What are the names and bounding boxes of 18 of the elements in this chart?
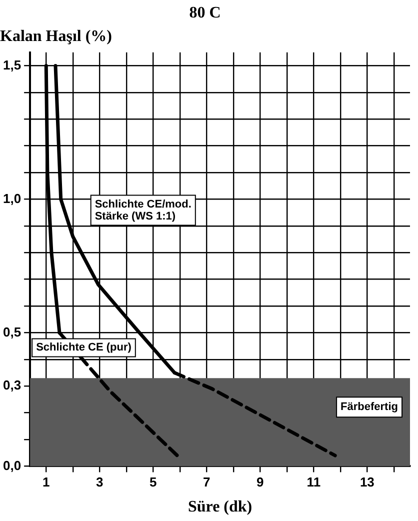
chart-title: 80 C [189, 4, 221, 22]
x-tick-label: 3 [96, 474, 104, 490]
x-tick-label: 11 [306, 474, 321, 490]
x-tick-label: 5 [150, 474, 157, 490]
text: Schlichte CE/mod. Stärke (WS 1:1) [94, 198, 192, 222]
y-tick-label: 0,3 [2, 378, 22, 393]
y-tick-label: 0,0 [2, 458, 22, 473]
y-tick-label: 1,5 [2, 57, 22, 72]
x-tick-label: 7 [203, 474, 210, 490]
x-tick-label: 1 [42, 474, 50, 490]
text: Schlichte CE (pur) [36, 342, 132, 354]
x-tick-label: 9 [256, 474, 264, 490]
band-label: Färbefertig [340, 401, 398, 414]
y-tick-label: 1,0 [2, 190, 22, 206]
y-tick-label: 0,5 [2, 324, 22, 340]
y-axis-title: Kalan Haşıl (%) [0, 28, 112, 45]
x-tick-label: 13 [360, 474, 374, 490]
x-axis-title: Süre (dk) [188, 498, 252, 516]
